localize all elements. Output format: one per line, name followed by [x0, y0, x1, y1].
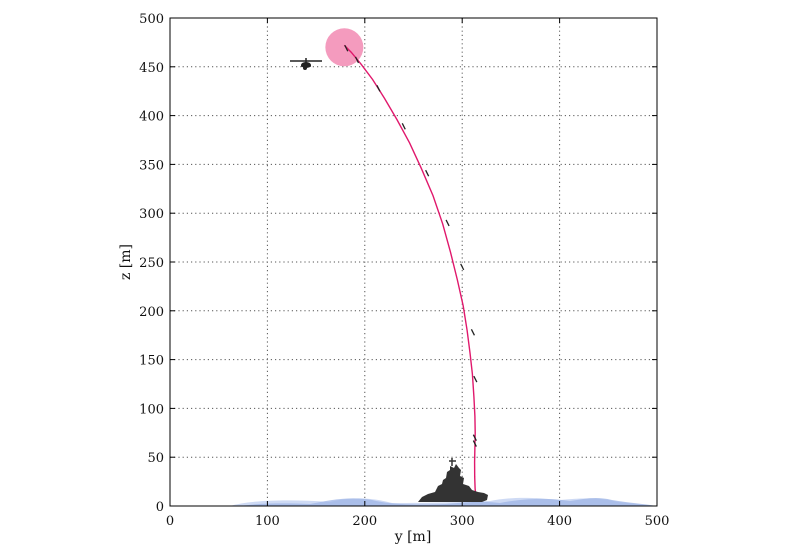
sea-wave-front [240, 498, 657, 506]
trajectory-marker [425, 169, 430, 177]
trajectory-marker [344, 44, 349, 52]
x-tick-label: 500 [645, 514, 670, 529]
x-tick-label: 300 [450, 514, 475, 529]
trajectory-marker [470, 328, 475, 336]
plot-area-border [169, 17, 658, 507]
trajectory-marker [472, 440, 477, 447]
y-axis-label: z [m] [118, 244, 134, 280]
ship-mast [449, 458, 456, 466]
y-tick-label: 0 [156, 500, 164, 515]
trajectory-marker [460, 263, 465, 271]
axes-frame: 0 100 200 300 400 500 0 50 100 150 200 250 300 350 400… [139, 12, 669, 529]
target-circle [325, 28, 364, 67]
helicopter-icon [290, 58, 322, 70]
y-tick-label: 400 [139, 110, 164, 125]
trajectory-marker [354, 56, 360, 64]
trajectory-marker [472, 434, 477, 441]
x-tick-label: 0 [166, 514, 174, 529]
y-tick-label: 300 [139, 207, 164, 222]
axis-labels: y [m] z [m] [118, 244, 431, 545]
y-tick-label: 200 [139, 305, 164, 320]
y-tick-label: 350 [139, 158, 164, 173]
x-tick-label: 400 [547, 514, 572, 529]
y-tick-label: 100 [139, 402, 164, 417]
trajectory-marker [473, 375, 478, 383]
x-tick-label: 200 [352, 514, 377, 529]
trajectory-marker [376, 84, 381, 92]
y-tick-label: 250 [139, 256, 164, 271]
grid-layer [170, 18, 657, 506]
y-tick-label: 450 [139, 61, 164, 76]
series-layer [325, 28, 478, 497]
x-tick-label: 100 [255, 514, 280, 529]
trajectory-marker [401, 123, 406, 130]
helicopter-wheels [303, 66, 307, 70]
warship-icon [418, 458, 488, 502]
y-tick-label: 150 [139, 354, 164, 369]
y-tick-label: 500 [139, 12, 164, 27]
x-axis-label: y [m] [394, 529, 432, 545]
sea-waves [170, 497, 657, 506]
helicopter-tail [301, 58, 311, 67]
trajectory-marker [445, 219, 450, 227]
trajectory-line [343, 44, 477, 497]
y-tick-label: 50 [147, 451, 164, 466]
ship-hull [418, 464, 488, 502]
